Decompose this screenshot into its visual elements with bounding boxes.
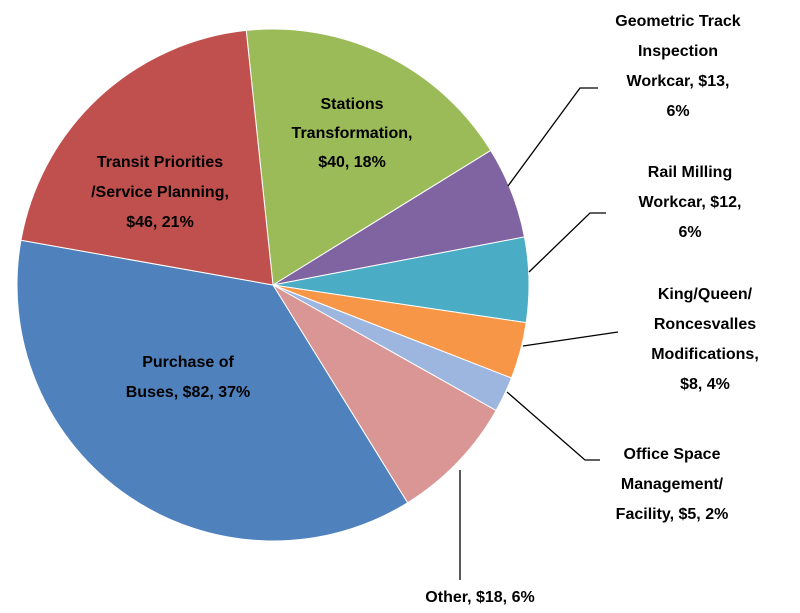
data-label-line: Workcar, $13, — [627, 73, 730, 90]
data-label-line: Roncesvalles — [654, 316, 756, 333]
leader-line — [528, 212, 606, 273]
data-label-line: /Service Planning, — [91, 184, 229, 201]
data-label-line: Rail Milling — [648, 164, 732, 181]
pie-slice — [272, 284, 497, 504]
data-label: Transit Priorities/Service Planning, $46,… — [91, 154, 229, 231]
data-label: King/Queen/Roncesvalles Modifications, $8,… — [651, 286, 759, 393]
data-label-line: Transit Priorities — [97, 154, 223, 171]
data-label: Purchase of Buses, $82, 37% — [126, 354, 251, 401]
data-label-line: Modifications, — [651, 346, 759, 363]
pie-slice — [20, 29, 274, 286]
pie-slice — [245, 28, 492, 286]
data-label: Stations Transformation, $40, 18% — [292, 96, 413, 171]
data-label-line: Facility, $5, 2% — [616, 506, 729, 523]
data-label-line: Office Space — [624, 446, 721, 463]
data-label-line: 6% — [678, 224, 701, 241]
data-label: Geometric Track Inspection Workcar, $13, 6% — [615, 13, 741, 120]
data-label-line: $46, 21% — [126, 214, 194, 231]
data-label-line: King/Queen/ — [658, 286, 753, 303]
leader-line — [506, 391, 600, 461]
data-label: Office Space Management/Facility, $5, 2% — [616, 446, 729, 523]
data-label-line: Transformation, — [292, 125, 413, 142]
data-label-line: 6% — [666, 103, 689, 120]
leader-line — [507, 87, 598, 187]
data-label-line: Other, $18, 6% — [425, 589, 534, 606]
data-label-line: Buses, $82, 37% — [126, 384, 251, 401]
leader-line — [522, 331, 619, 347]
data-label: Other, $18, 6% — [425, 589, 534, 606]
data-label-line: Geometric Track — [615, 13, 741, 30]
pie-slice — [16, 239, 409, 542]
data-label: Rail Milling Workcar, $12, 6% — [639, 164, 742, 241]
data-label-line: $8, 4% — [680, 376, 730, 393]
data-label-line: Management/ — [621, 476, 724, 493]
data-label-line: Inspection — [638, 43, 718, 60]
data-label-line: $40, 18% — [318, 154, 386, 171]
data-label-line: Stations — [320, 96, 383, 113]
data-label-line: Workcar, $12, — [639, 194, 742, 211]
data-label-line: Purchase of — [142, 354, 234, 371]
